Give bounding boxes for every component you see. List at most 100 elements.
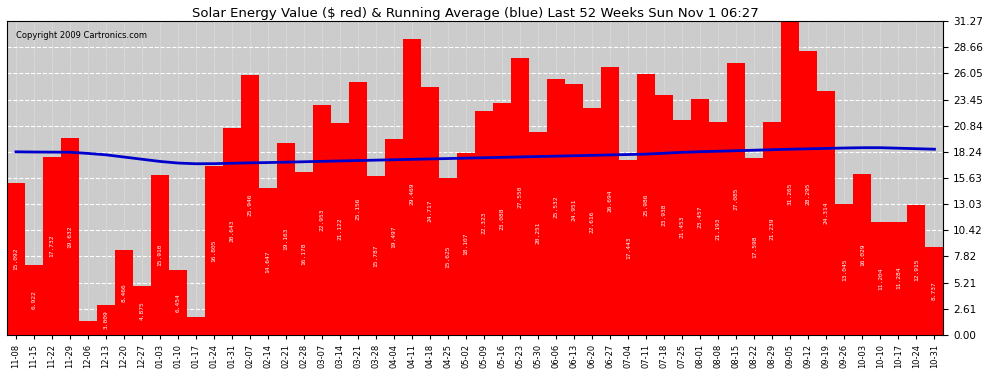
Bar bbox=[242, 75, 259, 335]
Text: 18.107: 18.107 bbox=[463, 233, 468, 255]
Bar bbox=[781, 21, 799, 335]
Text: 8.737: 8.737 bbox=[932, 282, 937, 300]
Text: 29.469: 29.469 bbox=[410, 182, 415, 205]
Bar bbox=[349, 82, 367, 335]
Bar bbox=[43, 157, 61, 335]
Bar bbox=[385, 139, 403, 335]
Bar bbox=[61, 138, 79, 335]
Text: 15.092: 15.092 bbox=[14, 248, 19, 270]
Text: 3.009: 3.009 bbox=[104, 310, 109, 329]
Text: 24.314: 24.314 bbox=[824, 202, 829, 224]
Bar bbox=[25, 266, 43, 335]
Bar bbox=[187, 317, 205, 335]
Text: 16.805: 16.805 bbox=[212, 239, 217, 262]
Bar bbox=[205, 166, 223, 335]
Text: 22.323: 22.323 bbox=[482, 211, 487, 234]
Bar bbox=[871, 222, 889, 335]
Bar bbox=[440, 178, 457, 335]
Bar bbox=[331, 123, 349, 335]
Bar bbox=[259, 188, 277, 335]
Bar bbox=[457, 153, 475, 335]
Text: 22.616: 22.616 bbox=[590, 210, 595, 232]
Bar bbox=[223, 128, 242, 335]
Text: 17.732: 17.732 bbox=[50, 235, 54, 257]
Text: 25.532: 25.532 bbox=[553, 195, 558, 218]
Text: 23.938: 23.938 bbox=[661, 204, 667, 226]
Text: 19.497: 19.497 bbox=[392, 226, 397, 248]
Bar bbox=[511, 58, 530, 335]
Bar bbox=[403, 39, 421, 335]
Bar bbox=[836, 204, 853, 335]
Text: 15.625: 15.625 bbox=[446, 245, 450, 268]
Bar bbox=[818, 91, 836, 335]
Bar bbox=[277, 142, 295, 335]
Text: 21.453: 21.453 bbox=[680, 216, 685, 238]
Bar bbox=[493, 103, 511, 335]
Bar bbox=[799, 51, 818, 335]
Text: 23.457: 23.457 bbox=[698, 206, 703, 228]
Bar bbox=[889, 222, 908, 335]
Text: 19.163: 19.163 bbox=[283, 227, 289, 250]
Bar bbox=[151, 175, 169, 335]
Text: 19.632: 19.632 bbox=[67, 225, 72, 248]
Text: Copyright 2009 Cartronics.com: Copyright 2009 Cartronics.com bbox=[16, 30, 148, 39]
Bar bbox=[530, 132, 547, 335]
Text: 11.204: 11.204 bbox=[878, 267, 883, 290]
Text: 20.251: 20.251 bbox=[536, 222, 541, 245]
Text: 13.045: 13.045 bbox=[842, 258, 846, 280]
Bar bbox=[709, 122, 728, 335]
Bar bbox=[601, 67, 620, 335]
Bar bbox=[7, 183, 25, 335]
Text: 24.951: 24.951 bbox=[572, 198, 577, 221]
Text: 22.953: 22.953 bbox=[320, 209, 325, 231]
Bar bbox=[745, 158, 763, 335]
Bar bbox=[638, 74, 655, 335]
Text: 6.454: 6.454 bbox=[175, 293, 180, 312]
Bar bbox=[475, 111, 493, 335]
Text: 11.284: 11.284 bbox=[896, 267, 901, 290]
Text: 20.643: 20.643 bbox=[230, 220, 235, 243]
Bar bbox=[583, 108, 601, 335]
Bar bbox=[115, 250, 133, 335]
Bar bbox=[133, 286, 151, 335]
Text: 27.085: 27.085 bbox=[734, 188, 739, 210]
Title: Solar Energy Value ($ red) & Running Average (blue) Last 52 Weeks Sun Nov 1 06:2: Solar Energy Value ($ red) & Running Ave… bbox=[192, 7, 758, 20]
Text: 24.717: 24.717 bbox=[428, 200, 433, 222]
Text: 25.946: 25.946 bbox=[248, 194, 252, 216]
Text: 12.915: 12.915 bbox=[914, 259, 919, 281]
Bar bbox=[79, 321, 97, 335]
Bar bbox=[547, 79, 565, 335]
Text: 21.122: 21.122 bbox=[338, 217, 343, 240]
Text: 8.466: 8.466 bbox=[122, 283, 127, 302]
Bar bbox=[691, 99, 709, 335]
Text: 21.193: 21.193 bbox=[716, 217, 721, 240]
Text: 17.443: 17.443 bbox=[626, 236, 631, 258]
Bar bbox=[728, 63, 745, 335]
Text: 17.598: 17.598 bbox=[751, 235, 756, 258]
Text: 28.295: 28.295 bbox=[806, 182, 811, 205]
Text: 27.550: 27.550 bbox=[518, 185, 523, 208]
Text: 15.910: 15.910 bbox=[157, 244, 162, 266]
Text: 15.787: 15.787 bbox=[373, 244, 378, 267]
Text: 31.265: 31.265 bbox=[788, 182, 793, 205]
Text: 16.178: 16.178 bbox=[302, 242, 307, 265]
Bar bbox=[655, 94, 673, 335]
Bar bbox=[853, 174, 871, 335]
Bar bbox=[367, 176, 385, 335]
Text: 26.694: 26.694 bbox=[608, 190, 613, 212]
Bar bbox=[313, 105, 331, 335]
Text: 16.029: 16.029 bbox=[860, 243, 865, 266]
Bar bbox=[908, 205, 926, 335]
Text: 21.239: 21.239 bbox=[770, 217, 775, 240]
Text: 25.156: 25.156 bbox=[355, 197, 360, 220]
Bar bbox=[169, 270, 187, 335]
Text: 25.986: 25.986 bbox=[644, 193, 648, 216]
Bar bbox=[763, 122, 781, 335]
Bar bbox=[421, 87, 440, 335]
Bar bbox=[565, 84, 583, 335]
Text: 14.647: 14.647 bbox=[265, 250, 270, 273]
Bar bbox=[620, 160, 638, 335]
Text: 4.875: 4.875 bbox=[140, 301, 145, 320]
Text: 6.922: 6.922 bbox=[32, 291, 37, 309]
Bar bbox=[926, 247, 943, 335]
